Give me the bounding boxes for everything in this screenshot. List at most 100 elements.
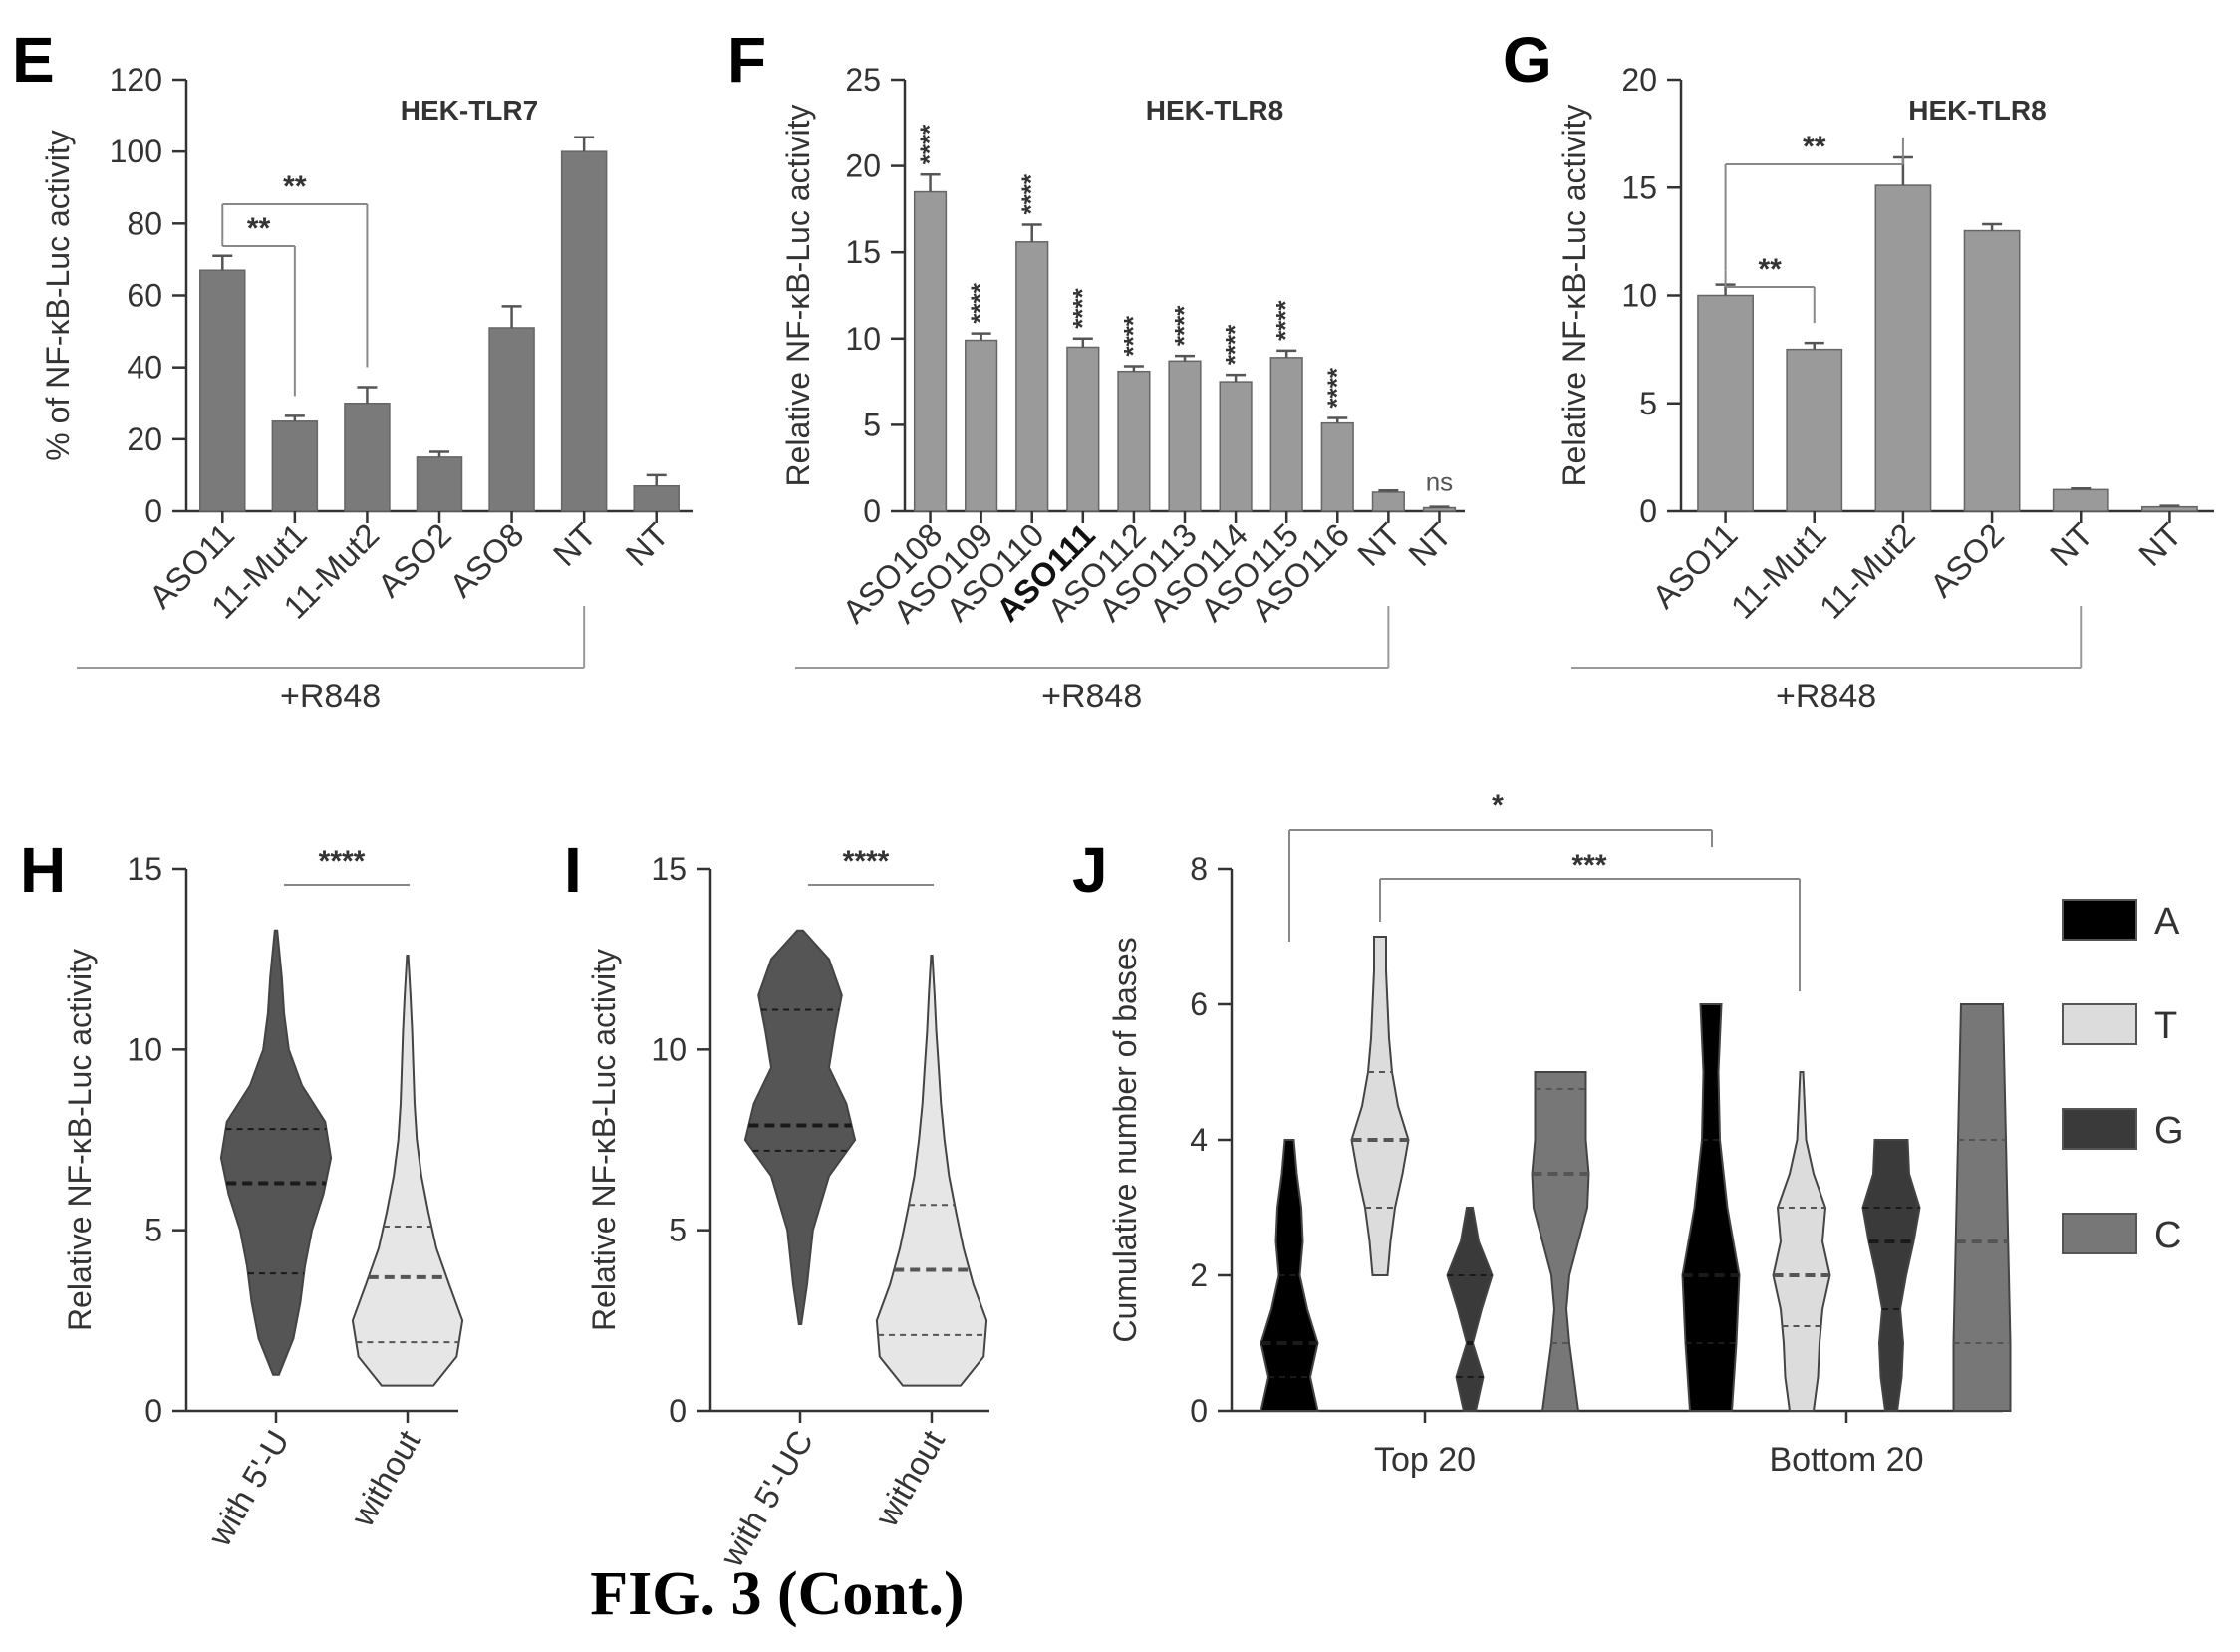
x-tick-label: NT <box>546 516 603 573</box>
panel-letter-i: I <box>564 834 582 906</box>
significance-label: **** <box>966 282 995 323</box>
y-tick-label: 0 <box>144 1393 162 1429</box>
y-axis-label: Relative NF-κB-Luc activity <box>780 104 816 486</box>
significance-label: ns <box>1426 467 1453 497</box>
x-tick-label: ASO8 <box>442 516 530 604</box>
x-tick-label: NT <box>2043 516 2100 573</box>
panel-letter-h: H <box>20 834 66 906</box>
y-axis-label: Relative NF-κB-Luc activity <box>586 949 622 1331</box>
y-tick-label: 15 <box>845 234 881 270</box>
figure-caption: FIG. 3 (Cont.) <box>590 1560 965 1628</box>
violin <box>1861 1139 1921 1412</box>
y-tick-label: 20 <box>1621 62 1657 98</box>
bar <box>416 456 463 512</box>
significance-label: ** <box>283 170 307 203</box>
significance-label: * <box>1492 789 1504 822</box>
x-tick-label: NT <box>2131 516 2188 573</box>
y-tick-label: 10 <box>127 1031 162 1067</box>
chart-panel-i: 0 5 10 15 Relative NF-κB-Luc activity with 5'… <box>586 845 989 1573</box>
bar <box>1786 348 1843 512</box>
significance-label: ** <box>247 212 271 245</box>
bracket-label: +R848 <box>1041 678 1142 715</box>
bracket-label: +R848 <box>280 678 381 715</box>
violin <box>875 955 988 1387</box>
violin <box>351 955 464 1387</box>
violin <box>1446 1207 1494 1412</box>
bar <box>913 190 948 512</box>
x-tick-label: NT <box>1401 516 1458 573</box>
y-tick-label: 0 <box>144 493 162 529</box>
x-tick-label: ASO2 <box>1923 516 2011 604</box>
x-tick-label: without <box>343 1424 427 1533</box>
y-tick-label: 6 <box>1190 986 1208 1022</box>
x-tick-label: 11-Mut2 <box>1813 516 1922 626</box>
significance-label: *** <box>1571 849 1606 882</box>
y-tick-label: 5 <box>863 407 881 442</box>
bracket-label: +R848 <box>1776 678 1876 715</box>
legend-swatch <box>2062 899 2137 941</box>
chart-panel-f: 0 5 10 15 20 25 Relative NF-κB-Luc activity HEK… <box>780 62 1465 715</box>
bar <box>1963 229 2021 512</box>
chart-title: HEK-TLR7 <box>401 95 538 126</box>
y-tick-label: 2 <box>1190 1257 1208 1293</box>
chart-panel-e: 0 20 40 60 80 100 120 % of NF-κB-Luc activity HE… <box>40 62 693 715</box>
violin <box>1681 1003 1741 1412</box>
y-tick-label: 15 <box>127 851 162 887</box>
legend-label: G <box>2154 1110 2184 1152</box>
significance-label: **** <box>915 124 945 164</box>
y-tick-label: 20 <box>845 148 881 184</box>
violin <box>1531 1071 1590 1412</box>
chart-title: HEK-TLR8 <box>1146 95 1283 126</box>
bar <box>1066 346 1100 512</box>
violin <box>1260 1139 1319 1412</box>
bar <box>271 420 319 512</box>
y-tick-label: 40 <box>127 350 162 386</box>
bar <box>1269 357 1303 512</box>
chart-panel-j: 0 2 4 6 8 Cumulative number of bases Top 20 Bot… <box>1107 789 2184 1479</box>
bar <box>1422 506 1457 512</box>
bar <box>560 150 608 512</box>
x-tick-label: without <box>867 1424 952 1533</box>
y-tick-label: 15 <box>1621 169 1657 205</box>
significance-label: ** <box>1803 131 1826 163</box>
bar <box>488 327 535 512</box>
significance-label: **** <box>1220 324 1250 365</box>
chart-panel-g: 0 5 10 15 20 Relative NF-κB-Luc activity HEK-T… <box>1556 62 2214 715</box>
y-tick-label: 5 <box>144 1213 162 1248</box>
y-tick-label: 20 <box>127 421 162 457</box>
y-tick-label: 5 <box>669 1213 687 1248</box>
bar <box>1015 241 1049 512</box>
significance-label: **** <box>1169 305 1199 346</box>
y-tick-label: 5 <box>1639 386 1657 421</box>
x-tick-label: NT <box>1350 516 1407 573</box>
significance-label: **** <box>1016 173 1046 214</box>
bar <box>1320 421 1354 512</box>
y-tick-label: 0 <box>863 493 881 529</box>
bar <box>2052 488 2109 512</box>
panel-letter-e: E <box>12 24 55 96</box>
y-axis-label: % of NF-κB-Luc activity <box>40 130 76 461</box>
y-tick-label: 60 <box>127 278 162 314</box>
x-tick-label: ASO2 <box>371 516 458 604</box>
legend-swatch <box>2062 1213 2137 1254</box>
significance-label: ** <box>1758 253 1782 286</box>
legend-label: A <box>2154 901 2180 943</box>
bar <box>344 403 391 512</box>
bar <box>2141 505 2198 512</box>
x-tick-label: with 5'-UC <box>712 1424 820 1573</box>
y-axis-label: Cumulative number of bases <box>1107 937 1143 1342</box>
bar <box>1219 381 1253 512</box>
significance-label: **** <box>843 845 890 878</box>
significance-label: **** <box>1067 287 1097 328</box>
legend-label: C <box>2154 1215 2181 1256</box>
y-tick-label: 10 <box>1621 278 1657 314</box>
bar <box>1117 370 1151 512</box>
y-tick-label: 100 <box>110 134 162 169</box>
bar <box>633 484 680 512</box>
y-tick-label: 4 <box>1190 1122 1208 1158</box>
x-tick-label: NT <box>618 516 675 573</box>
panel-letter-g: G <box>1503 24 1552 96</box>
violin <box>1772 1071 1831 1412</box>
y-tick-label: 120 <box>110 62 162 98</box>
bar <box>965 339 998 512</box>
